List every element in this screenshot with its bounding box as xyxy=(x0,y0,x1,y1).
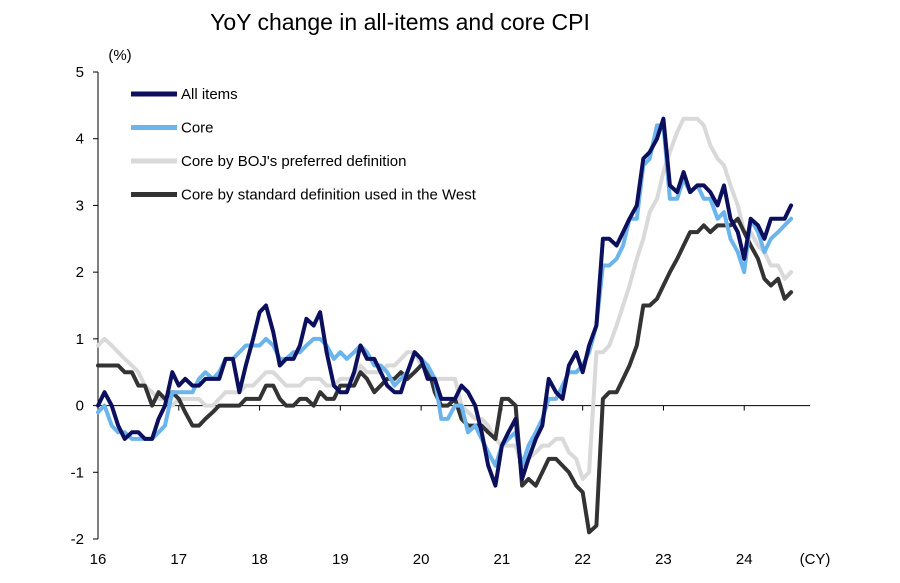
y-tick-label: 5 xyxy=(76,64,84,81)
x-axis-unit-label: (CY) xyxy=(800,551,831,568)
chart-series xyxy=(96,116,794,535)
legend-label-1: Core xyxy=(181,120,214,137)
legend-label-3: Core by standard definition used in the … xyxy=(181,187,477,204)
y-axis-unit-label: (%) xyxy=(108,47,131,64)
y-tick-label: 4 xyxy=(76,131,84,148)
series-line-2 xyxy=(96,116,794,481)
series-line-3 xyxy=(96,216,794,535)
x-tick-label: 17 xyxy=(170,551,187,568)
chart-title: YoY change in all-items and core CPI xyxy=(210,9,590,35)
y-tick-label: 2 xyxy=(76,264,84,281)
x-tick-label: 23 xyxy=(655,551,672,568)
y-tick-label: 1 xyxy=(76,331,84,348)
y-tick-label: -1 xyxy=(71,464,84,481)
x-tick-label: 24 xyxy=(736,551,753,568)
x-tick-label: 22 xyxy=(574,551,591,568)
y-tick-label: 0 xyxy=(76,398,84,415)
chart-legend: All items Core Core by BOJ's preferred def… xyxy=(131,86,477,204)
x-tick-label: 18 xyxy=(251,551,268,568)
y-tick-label: -2 xyxy=(71,531,84,548)
x-tick-label: 20 xyxy=(413,551,430,568)
y-tick-label: 3 xyxy=(76,197,84,214)
legend-label-2: Core by BOJ's preferred definition xyxy=(181,153,406,170)
x-tick-label: 16 xyxy=(90,551,107,568)
x-tick-label: 19 xyxy=(332,551,349,568)
series-line-0 xyxy=(96,116,794,488)
series-line-1 xyxy=(96,123,794,468)
x-tick-label: 21 xyxy=(494,551,511,568)
legend-label-0: All items xyxy=(181,86,238,103)
